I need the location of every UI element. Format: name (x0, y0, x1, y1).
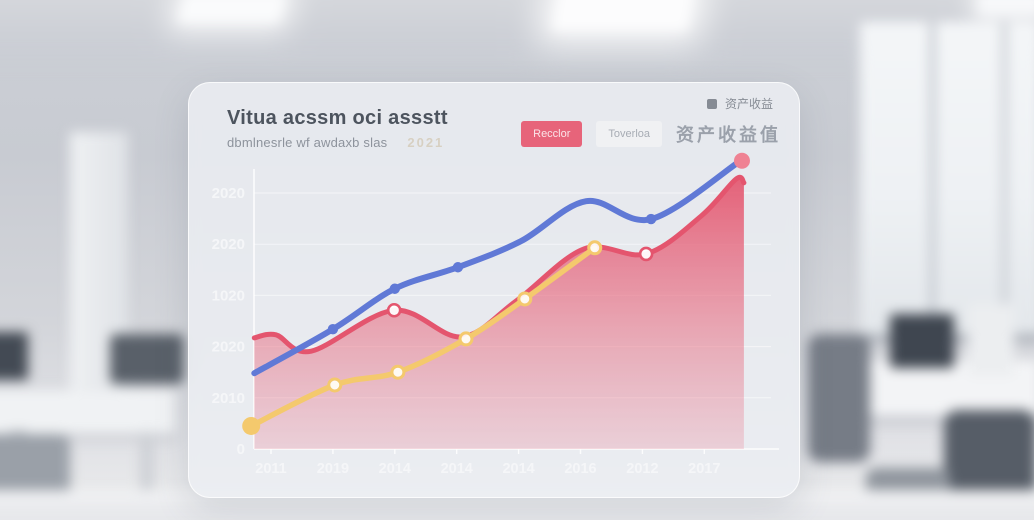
desk (0, 390, 176, 434)
legend-swatch-icon (706, 98, 717, 109)
y-tick-label: 2020 (212, 185, 245, 202)
red-area-fill (254, 177, 744, 450)
blue-point-marker (645, 213, 657, 225)
yellow-start-dot (242, 416, 261, 435)
yellow-series-line (248, 245, 598, 429)
chart-metric-label: 资产收益值 (676, 125, 781, 145)
chart-card: Vitua acssm oci assstt dbmlnesrle wf awd… (188, 82, 800, 498)
monitor (0, 332, 28, 380)
yellow-point-marker (517, 291, 533, 307)
x-tick-label: 2014 (379, 461, 411, 477)
blue-point-marker (452, 262, 464, 273)
x-tick-label: 2014 (502, 461, 534, 477)
monitor (890, 314, 954, 368)
blue-point-marker (389, 283, 400, 294)
y-tick-label: 2020 (212, 236, 245, 253)
monitor (968, 304, 1014, 376)
ceiling-light (977, 0, 1034, 16)
x-tick-label: 2016 (564, 461, 596, 477)
chart-title: Vitua acssm oci assstt (227, 107, 448, 129)
x-tick-label: 2014 (441, 461, 473, 477)
window-mullion (1002, 22, 1007, 337)
office-chair (808, 334, 870, 462)
blue-point-marker (327, 323, 339, 335)
y-tick-label: 0 (237, 441, 245, 458)
line-end-dot (733, 152, 750, 169)
x-tick-label: 2017 (688, 461, 720, 477)
line-area-chart: 0 2010 2020 1020 2020 2020 2011 2019 2014 2014 201… (212, 152, 779, 477)
window (860, 22, 1034, 337)
red-series-line (251, 174, 747, 355)
yellow-point-marker (327, 377, 343, 393)
red-point-marker (638, 246, 654, 262)
x-tick-label: 2019 (317, 461, 349, 477)
window-mullion (930, 22, 935, 337)
legend-item[interactable]: 资产收益 (706, 95, 773, 112)
primary-filter-button[interactable]: Recclor (521, 121, 583, 147)
subtitle-note: 2021 (407, 135, 445, 150)
yellow-point-marker (587, 240, 603, 256)
secondary-filter-button[interactable]: Toverloa (596, 121, 662, 147)
y-tick-label: 2020 (212, 339, 245, 356)
yellow-point-marker (390, 364, 406, 380)
ceiling-light (550, 0, 696, 32)
chart-subtitle: dbmlnesrle wf awdaxb slas (227, 135, 388, 150)
legend-label: 资产收益 (724, 97, 773, 111)
ceiling-light (176, 0, 288, 24)
y-tick-label: 1020 (212, 287, 245, 304)
yellow-point-marker (458, 331, 474, 347)
x-tick-label: 2012 (626, 461, 658, 477)
chart-controls: Recclor Toverloa 资产收益值 (521, 121, 781, 147)
x-tick-label: 2011 (255, 461, 286, 477)
red-point-marker (386, 302, 402, 318)
chart-subtitle-row: dbmlnesrle wf awdaxb slas 2021 (227, 135, 444, 150)
y-tick-label: 2010 (212, 390, 245, 407)
monitor (110, 334, 184, 384)
